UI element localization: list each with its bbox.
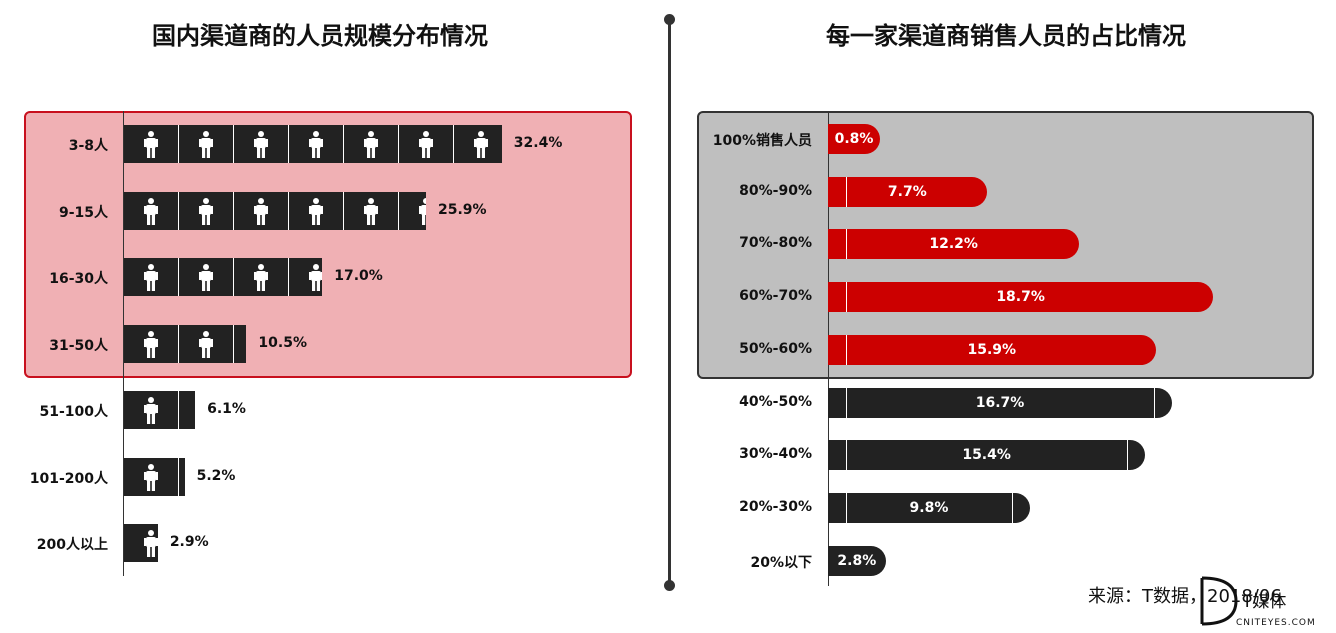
bar-tick bbox=[846, 282, 847, 313]
person-icon bbox=[344, 191, 399, 230]
person-icon bbox=[179, 324, 234, 363]
left-category-label: 9-15人 bbox=[58, 204, 108, 221]
left-chart-axis bbox=[123, 111, 124, 576]
right-value-label: 7.7% bbox=[887, 183, 927, 200]
person-icon bbox=[179, 191, 234, 230]
right-category-label: 50%-60% bbox=[739, 340, 812, 357]
svg-text:CNITEYES.COM: CNITEYES.COM bbox=[1236, 618, 1316, 628]
left-value-label: 2.9% bbox=[169, 534, 209, 550]
right-value-label: 15.9% bbox=[967, 341, 1017, 358]
person-icon bbox=[124, 125, 179, 163]
right-chart-title: 每一家渠道商销售人员的占比情况 bbox=[826, 22, 1186, 50]
right-bar: 15.4% bbox=[828, 440, 1146, 471]
left-value-label: 10.5% bbox=[258, 334, 307, 351]
right-category-label: 40%-50% bbox=[739, 393, 812, 410]
person-icon bbox=[124, 258, 179, 296]
person-icon bbox=[179, 125, 234, 163]
person-icon bbox=[399, 125, 454, 163]
person-icon bbox=[124, 524, 158, 562]
person-icon bbox=[234, 258, 289, 296]
left-bar bbox=[124, 457, 185, 496]
left-category-label: 31-50人 bbox=[49, 337, 108, 354]
left-bar bbox=[124, 524, 158, 562]
bar-tick bbox=[846, 492, 847, 523]
person-icon bbox=[289, 125, 344, 163]
t-media-logo: T媒体 CNITEYES.COM bbox=[1200, 576, 1316, 628]
left-bar bbox=[124, 324, 247, 363]
right-bar: 9.8% bbox=[828, 492, 1030, 523]
right-bar: 12.2% bbox=[828, 229, 1080, 260]
person-icon bbox=[124, 391, 179, 429]
person-icon bbox=[124, 324, 179, 363]
person-icon bbox=[289, 191, 344, 230]
divider-bottom-dot bbox=[664, 580, 675, 591]
divider-top-dot bbox=[664, 14, 675, 25]
bar-tick bbox=[846, 229, 847, 260]
left-bar bbox=[124, 391, 196, 429]
right-bar: 7.7% bbox=[828, 176, 987, 207]
left-bar bbox=[124, 258, 323, 296]
right-category-label: 100%销售人员 bbox=[712, 133, 812, 149]
left-category-label: 101-200人 bbox=[29, 470, 108, 487]
person-icon bbox=[179, 258, 234, 296]
left-chart-title: 国内渠道商的人员规模分布情况 bbox=[152, 22, 488, 50]
left-bar bbox=[124, 125, 502, 163]
center-divider bbox=[668, 19, 671, 587]
right-bar: 16.7% bbox=[828, 387, 1173, 418]
right-category-label: 80%-90% bbox=[739, 182, 812, 199]
right-bar: 0.8% bbox=[828, 124, 880, 154]
right-value-label: 18.7% bbox=[996, 289, 1045, 306]
bar-tick bbox=[1011, 492, 1013, 523]
left-category-label: 3-8人 bbox=[68, 138, 108, 154]
left-value-label: 32.4% bbox=[513, 135, 563, 151]
right-bar: 15.9% bbox=[828, 334, 1156, 365]
bar-tick bbox=[846, 176, 847, 207]
left-value-label: 6.1% bbox=[207, 401, 246, 417]
person-icon bbox=[234, 125, 289, 163]
left-category-label: 16-30人 bbox=[49, 271, 108, 287]
bar-tick bbox=[1127, 440, 1129, 471]
right-category-label: 60%-70% bbox=[739, 288, 812, 305]
left-category-label: 200人以上 bbox=[36, 537, 108, 553]
right-bar: 18.7% bbox=[828, 282, 1214, 313]
right-value-label: 2.8% bbox=[837, 552, 877, 569]
bar-tick bbox=[1154, 387, 1156, 418]
svg-text:T媒体: T媒体 bbox=[1241, 592, 1286, 612]
right-category-label: 30%-40% bbox=[739, 446, 812, 463]
person-icon bbox=[289, 258, 323, 296]
bar-tick bbox=[846, 440, 847, 471]
right-value-label: 12.2% bbox=[929, 236, 978, 253]
bar-tick bbox=[846, 387, 847, 418]
right-category-label: 70%-80% bbox=[739, 235, 812, 252]
left-value-label: 25.9% bbox=[437, 201, 487, 218]
person-icon bbox=[124, 191, 179, 230]
person-icon bbox=[234, 325, 246, 363]
person-icon bbox=[179, 458, 185, 496]
right-bar: 2.8% bbox=[828, 545, 886, 576]
right-category-label: 20%-30% bbox=[739, 498, 812, 515]
right-value-label: 0.8% bbox=[834, 131, 874, 147]
person-icon bbox=[234, 191, 289, 230]
left-value-label: 5.2% bbox=[196, 467, 236, 484]
bar-tick bbox=[846, 334, 847, 365]
right-category-label: 20%以下 bbox=[750, 554, 812, 571]
left-bar bbox=[124, 191, 426, 230]
person-icon bbox=[454, 125, 502, 163]
left-category-label: 51-100人 bbox=[39, 404, 108, 420]
person-icon bbox=[344, 125, 399, 163]
person-icon bbox=[399, 192, 426, 230]
person-icon bbox=[124, 457, 179, 496]
person-icon bbox=[179, 391, 195, 429]
left-value-label: 17.0% bbox=[334, 268, 383, 284]
right-value-label: 15.4% bbox=[962, 447, 1011, 464]
right-value-label: 16.7% bbox=[975, 394, 1025, 411]
right-value-label: 9.8% bbox=[909, 499, 949, 516]
